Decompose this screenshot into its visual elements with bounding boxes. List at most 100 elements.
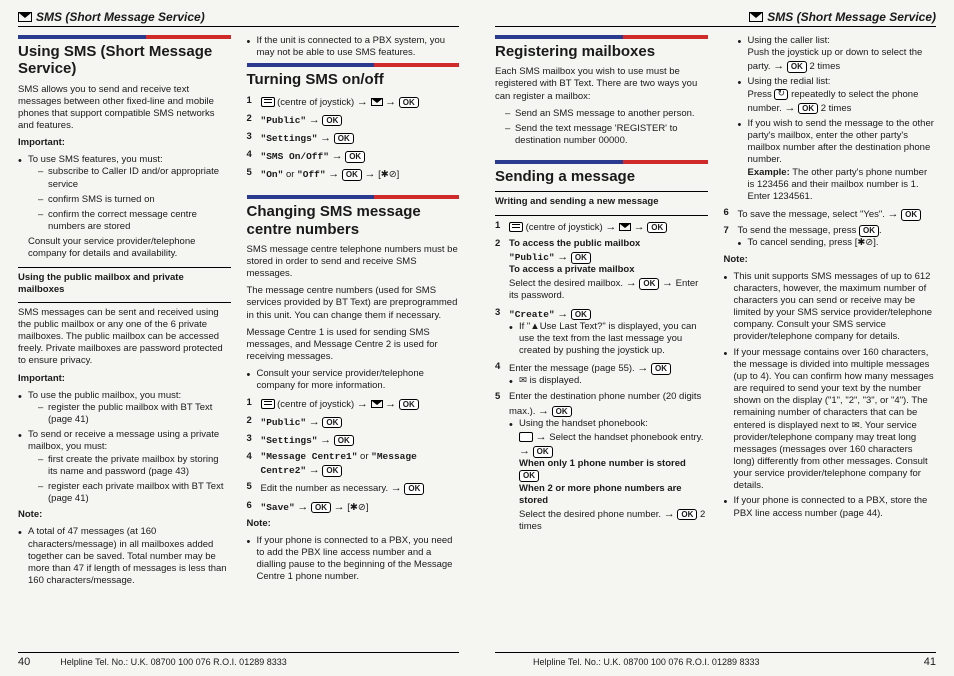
step: To access the public mailbox "Public" → … xyxy=(495,238,708,303)
page-header-right: SMS (Short Message Service) xyxy=(495,10,936,27)
subheading: Writing and sending a new message xyxy=(495,196,708,208)
dash-item: first create the private mailbox by stor… xyxy=(38,454,231,478)
bullet: ✉ is displayed. xyxy=(509,375,708,387)
step: (centre of joystick) → → OK xyxy=(247,95,460,109)
ok-icon: OK xyxy=(334,435,354,447)
menu-icon xyxy=(509,222,523,232)
step: To send the message, press OK. To cancel… xyxy=(724,225,937,249)
menu-icon xyxy=(261,97,275,107)
footer-right: Helpline Tel. No.: U.K. 08700 100 076 R.… xyxy=(495,652,936,668)
bullet: Using the handset phonebook: → Select th… xyxy=(509,418,708,533)
ok-icon: OK xyxy=(798,103,818,115)
ok-icon: OK xyxy=(311,502,331,514)
important-label: Important: xyxy=(18,137,231,149)
ok-icon: OK xyxy=(552,406,572,418)
para: Each SMS mailbox you wish to use must be… xyxy=(495,66,708,102)
ok-icon: OK xyxy=(859,225,879,237)
page-header-left: SMS (Short Message Service) xyxy=(18,10,459,27)
step: "Message Centre1" or "Message Centre2" →… xyxy=(247,451,460,477)
bullet: A total of 47 messages (at 160 character… xyxy=(18,526,231,587)
p41-col1: Registering mailboxes Each SMS mailbox y… xyxy=(495,35,708,646)
ok-icon: OK xyxy=(571,252,591,264)
dash-item: subscribe to Caller ID and/or appropriat… xyxy=(38,166,231,190)
menu-icon xyxy=(261,399,275,409)
page-41: SMS (Short Message Service) Registering … xyxy=(477,0,954,676)
footer-left: 40 Helpline Tel. No.: U.K. 08700 100 076… xyxy=(18,652,459,668)
p40-col1: Using SMS (Short Message Service) SMS al… xyxy=(18,35,231,646)
dash-item: register the public mailbox with BT Text… xyxy=(38,402,231,426)
ok-icon: OK xyxy=(647,222,667,234)
bullet: To use SMS features, you must: subscribe… xyxy=(18,154,231,260)
bullet: Consult your service provider/telephone … xyxy=(247,368,460,392)
bullet: To cancel sending, press [✱⊘]. xyxy=(738,237,937,249)
ok-icon: OK xyxy=(787,61,807,73)
bullet: If your message contains over 160 charac… xyxy=(724,347,937,493)
intro: SMS allows you to send and receive text … xyxy=(18,84,231,133)
note-label: Note: xyxy=(18,509,231,521)
envelope-icon xyxy=(371,400,383,408)
ok-icon: OK xyxy=(322,417,342,429)
step: Edit the number as necessary. → OK xyxy=(247,481,460,495)
step: "On" or "Off" → OK → [✱⊘] xyxy=(247,167,460,181)
consult: Consult your service provider/telephone … xyxy=(28,236,231,260)
ok-icon: OK xyxy=(404,483,424,495)
section-bar xyxy=(18,35,231,39)
envelope-icon xyxy=(18,12,32,22)
ok-icon: OK xyxy=(677,509,697,521)
section-title: Using SMS (Short Message Service) xyxy=(18,43,231,78)
step: "Public" → OK xyxy=(247,113,460,127)
bullet: If your phone is connected to a PBX, sto… xyxy=(724,495,937,519)
page-number: 40 xyxy=(18,656,30,668)
step: "SMS On/Off" → OK xyxy=(247,149,460,163)
redial-icon xyxy=(774,89,788,100)
bullet: If the unit is connected to a PBX system… xyxy=(247,35,460,59)
dash-item: Send the text message 'REGISTER' to dest… xyxy=(505,123,708,147)
step: "Save" → OK → [✱⊘] xyxy=(247,500,460,514)
step: (centre of joystick) → → OK xyxy=(247,397,460,411)
ok-icon: OK xyxy=(322,115,342,127)
ok-icon: OK xyxy=(342,169,362,181)
ok-icon: OK xyxy=(533,446,553,458)
section-title: Turning SMS on/off xyxy=(247,71,460,88)
bullet: This unit supports SMS messages of up to… xyxy=(724,271,937,344)
bullet: To use the public mailbox, you must: reg… xyxy=(18,390,231,426)
envelope-icon xyxy=(749,12,763,22)
para: Message Centre 1 is used for sending SMS… xyxy=(247,327,460,363)
ok-icon: OK xyxy=(322,465,342,477)
ok-icon: OK xyxy=(571,309,591,321)
step: To save the message, select "Yes". → OK xyxy=(724,207,937,221)
ok-icon: OK xyxy=(345,151,365,163)
phonebook-icon xyxy=(519,432,533,442)
step: "Settings" → OK xyxy=(247,131,460,145)
bullet: If "▲Use Last Text?" is displayed, you c… xyxy=(509,321,708,357)
step: "Public" → OK xyxy=(247,415,460,429)
step: "Settings" → OK xyxy=(247,433,460,447)
step: Enter the destination phone number (20 d… xyxy=(495,391,708,533)
bullet: If your phone is connected to a PBX, you… xyxy=(247,535,460,584)
section-bar xyxy=(247,63,460,67)
page-number: 41 xyxy=(894,656,936,668)
subheading: Using the public mailbox and private mai… xyxy=(18,272,231,296)
footer-text: Helpline Tel. No.: U.K. 08700 100 076 R.… xyxy=(60,657,287,667)
envelope-icon xyxy=(371,98,383,106)
ok-icon: OK xyxy=(399,97,419,109)
dash-item: confirm SMS is turned on xyxy=(38,194,231,206)
ok-icon: OK xyxy=(399,399,419,411)
ok-icon: OK xyxy=(639,278,659,290)
header-text: SMS (Short Message Service) xyxy=(36,10,205,24)
section-title: Sending a message xyxy=(495,168,708,185)
section-title: Changing SMS message centre numbers xyxy=(247,203,460,238)
important-label: Important: xyxy=(18,373,231,385)
step: Enter the message (page 55). → OK ✉ is d… xyxy=(495,361,708,387)
ok-icon: OK xyxy=(519,470,539,482)
section-bar xyxy=(495,160,708,164)
section-bar xyxy=(247,195,460,199)
step: (centre of joystick) → → OK xyxy=(495,220,708,234)
bullet: If you wish to send the message to the o… xyxy=(738,118,937,203)
dash-item: confirm the correct message centre numbe… xyxy=(38,209,231,233)
p40-col2: If the unit is connected to a PBX system… xyxy=(247,35,460,646)
page-40: SMS (Short Message Service) Using SMS (S… xyxy=(0,0,477,676)
dash-item: Send an SMS message to another person. xyxy=(505,108,708,120)
bullet: To send or receive a message using a pri… xyxy=(18,429,231,505)
ok-icon: OK xyxy=(901,209,921,221)
